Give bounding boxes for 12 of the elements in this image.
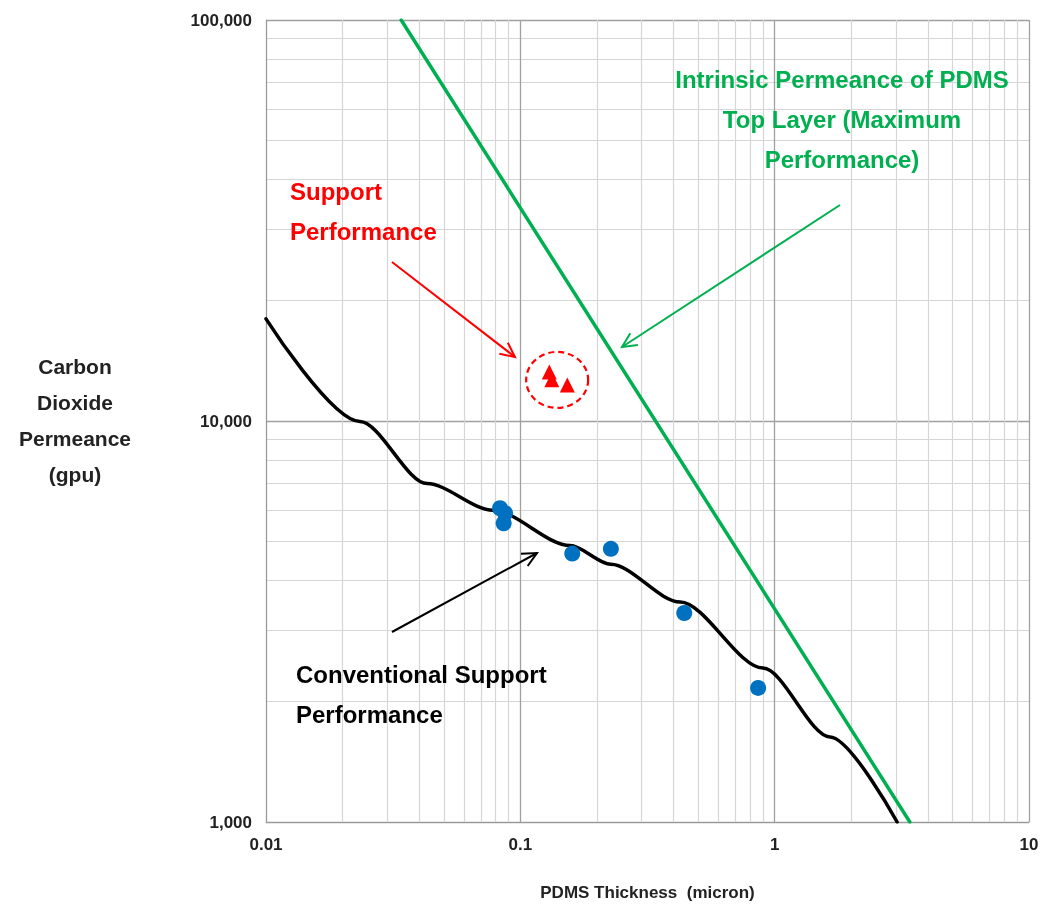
x-axis-title: PDMS Thickness (micron) [540, 882, 755, 902]
y-axis-title: Carbon Dioxide Permeance (gpu) [17, 354, 133, 488]
y-tick-label: 100,000 [190, 10, 252, 30]
y-tick-label: 1,000 [209, 812, 252, 832]
annotation: Conventional Support Performance [296, 660, 548, 730]
x-tick-label: 1 [769, 835, 780, 854]
x-tick-label: 0.1 [508, 835, 533, 854]
x-tick-label: 10 [1019, 835, 1039, 854]
annotation: Support Performance [290, 177, 438, 247]
annotation: Intrinsic Permeance of PDMS Top Layer (Maximum Performance) [674, 65, 1010, 175]
x-tick-label: 0.01 [249, 835, 283, 854]
y-tick-label: 10,000 [200, 411, 252, 431]
